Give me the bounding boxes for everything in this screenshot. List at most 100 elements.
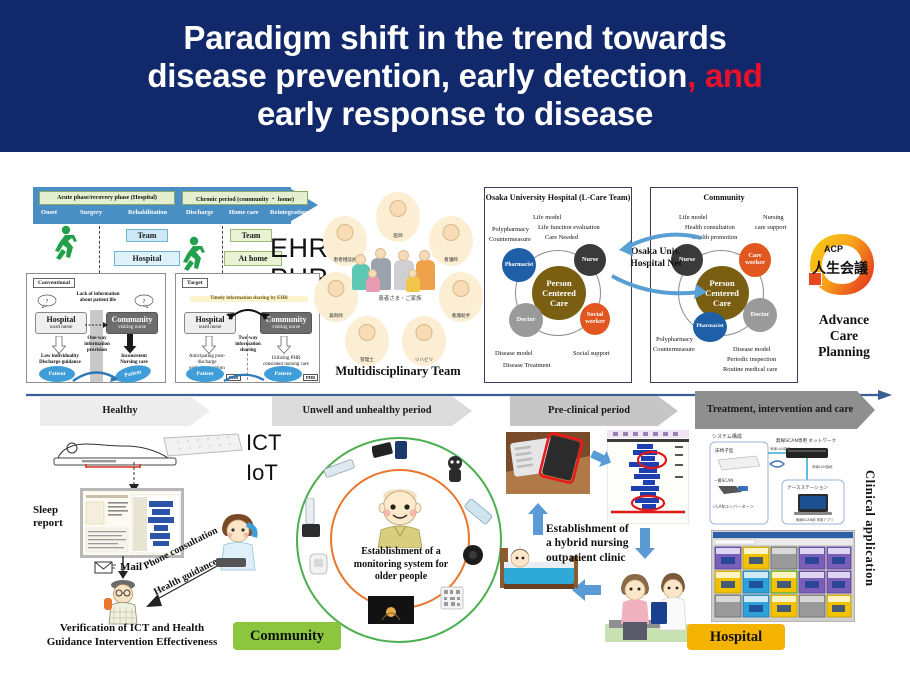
hollow-down-arrow-left-icon bbox=[52, 336, 66, 354]
iot-label: IoT bbox=[246, 460, 278, 485]
bedside-device-photo bbox=[506, 432, 590, 494]
conventional-node-hospital: Hospital ward nurse bbox=[35, 312, 87, 334]
hospital-note-care-needed: Care Needed bbox=[545, 234, 579, 241]
stage-word-homecare: Home care bbox=[229, 209, 259, 216]
svg-text:床椅子型: 床椅子型 bbox=[715, 447, 734, 454]
conventional-community-title: Community bbox=[111, 314, 153, 324]
community-note-life-model: Life model bbox=[679, 214, 708, 221]
question-bubble-left-icon: ? bbox=[37, 294, 57, 308]
mdt-role-pharmacist: 薬剤師 bbox=[314, 272, 358, 322]
community-note-care-support: care support bbox=[755, 224, 787, 231]
target-middle-note: Two-way information sharing bbox=[235, 336, 261, 353]
family-head-icon bbox=[398, 250, 409, 261]
family-child bbox=[406, 276, 420, 292]
solid-down-arrow-right-icon bbox=[123, 334, 137, 354]
hospital-role-pharmacist: Pharmacist bbox=[502, 248, 536, 282]
nurse-phone-illustration bbox=[216, 514, 258, 571]
sleeping-person-illustration bbox=[53, 442, 177, 468]
community-role-nurse: Nurse bbox=[671, 244, 703, 276]
community-note-periodic-inspection: Periodic inspection bbox=[727, 356, 777, 363]
hospital-note-social-support: Social support bbox=[573, 350, 610, 357]
conventional-patient-left: Patient bbox=[39, 366, 75, 382]
hospital-note-disease-model: Disease model bbox=[495, 350, 533, 357]
conventional-hospital-sub: ward nurse bbox=[49, 323, 73, 330]
svg-text:有線LAN接続: 有線LAN接続 bbox=[812, 464, 833, 469]
svg-text:?: ? bbox=[46, 299, 49, 305]
monitoring-outer-ring bbox=[296, 437, 502, 643]
runner-icon-right bbox=[183, 236, 205, 271]
elderly-monitoring-avatar bbox=[377, 489, 423, 548]
family-child-head-icon bbox=[408, 269, 417, 278]
arrow-bed-to-photo-icon bbox=[528, 503, 548, 535]
community-note-nursing: Nursing bbox=[763, 214, 784, 221]
conventional-patient-right: Patient bbox=[113, 362, 153, 386]
hospital-note-life-function: Life function evaluation bbox=[538, 224, 600, 231]
svg-text:−層SCAN: −層SCAN bbox=[714, 478, 733, 484]
target-right-outcome: Utilizing PHR consistent nursing care bbox=[263, 356, 309, 367]
family-head-icon bbox=[355, 254, 366, 265]
multidisciplinary-team-diagram: 医師 看護師 看護助手 リハビリ 管理士 薬剤師 患者相談員 bbox=[312, 192, 484, 384]
target-community-title: Community bbox=[265, 314, 307, 324]
community-note-disease-model: Disease model bbox=[733, 346, 771, 353]
target-center-divider bbox=[247, 334, 248, 380]
monitoring-caption: Establishment of a monitoring system for… bbox=[353, 546, 449, 582]
title-line-1: Paradigm shift in the trend towards bbox=[183, 18, 727, 56]
hospital-center-person-centered-care: Person Centered Care bbox=[532, 266, 586, 320]
two-way-arc-icon bbox=[226, 309, 270, 320]
conventional-tag: Conventional bbox=[33, 278, 76, 288]
nurse-consultation-illustration bbox=[605, 573, 697, 642]
hospital-care-panel: Osaka University Hospital (L-Care Team) … bbox=[484, 187, 632, 383]
community-note-routine-medical-care: Routine medical care bbox=[723, 366, 778, 373]
title-line-2a: disease prevention, early detection bbox=[147, 56, 688, 94]
timeline-divider-left bbox=[99, 226, 100, 278]
stage-word-discharge: Discharge bbox=[186, 209, 214, 216]
mail-icon bbox=[94, 561, 116, 574]
target-patient-right: Patient bbox=[264, 366, 302, 382]
advance-care-planning-caption: Advance Care Planning bbox=[818, 312, 870, 359]
community-badge: Community bbox=[233, 622, 341, 650]
mdt-center-label: 患者さま・ご家族 bbox=[378, 296, 422, 302]
clinical-application-label: Clinical application bbox=[862, 470, 877, 587]
mdt-face-icon bbox=[336, 224, 354, 241]
hospital-note-polypharmacy: Polypharmacy bbox=[492, 226, 529, 233]
hospital-note-life-model: Life model bbox=[533, 214, 562, 221]
title-line-3: early response to disease bbox=[256, 95, 654, 133]
sleep-report-screenshot bbox=[80, 488, 184, 558]
monitoring-device-smartphone-icon bbox=[372, 441, 407, 459]
community-wheel-title: Community bbox=[703, 193, 745, 202]
community-role-pharmacist: Pharmacist bbox=[693, 312, 727, 342]
osaka-univ-hospital-net-label: Osaka Univ. Hospital Net bbox=[630, 246, 682, 270]
patient-in-bed-illustration bbox=[500, 548, 578, 589]
sleep-report-label: Sleep report bbox=[33, 504, 63, 530]
conventional-community-sub: visiting nurse bbox=[117, 323, 147, 330]
sleep-data-chart-screenshot bbox=[607, 430, 689, 524]
hollow-down-arrow-target-left-icon bbox=[202, 336, 216, 354]
arrow-consult-to-bed-icon bbox=[572, 579, 601, 601]
conventional-hospital-title: Hospital bbox=[46, 314, 76, 324]
transfer-arc-icon bbox=[72, 371, 118, 382]
hospital-role-social-worker: Social worker bbox=[580, 303, 610, 335]
hospital-badge: Hospital bbox=[687, 624, 785, 650]
tile-hospital: Hospital bbox=[114, 251, 180, 266]
mdt-face-icon bbox=[358, 324, 376, 341]
community-care-panel: Community Life model Health consultation… bbox=[650, 187, 798, 383]
arrow-chart-to-consult-icon bbox=[635, 528, 655, 559]
hospital-wheel-ring bbox=[515, 250, 601, 336]
target-node-community: Community visiting nurse bbox=[260, 312, 312, 334]
svg-text:無線SCAN専用 ネットワーク: 無線SCAN専用 ネットワーク bbox=[776, 437, 836, 444]
hospital-role-doctor: Doctor bbox=[509, 303, 543, 337]
stage-chevron-healthy: Healthy bbox=[40, 396, 210, 426]
family-head-icon bbox=[419, 250, 430, 261]
svg-text:ナースステーション: ナースステーション bbox=[787, 485, 828, 491]
monitoring-device-qr-tag-icon bbox=[440, 586, 464, 610]
one-way-band bbox=[90, 310, 103, 382]
runner-icon-left bbox=[55, 225, 77, 260]
one-way-arrow-icon bbox=[85, 322, 108, 328]
target-top-note: Timely information sharing by EHR bbox=[190, 296, 308, 302]
family-member bbox=[352, 264, 370, 290]
stage-chevron-treatment: Treatment, intervention and care bbox=[695, 391, 875, 429]
hospital-role-nurse: Nurse bbox=[574, 244, 606, 276]
title-banner: Paradigm shift in the trend towards dise… bbox=[0, 0, 910, 152]
stage-word-onset: Onset bbox=[41, 209, 57, 216]
